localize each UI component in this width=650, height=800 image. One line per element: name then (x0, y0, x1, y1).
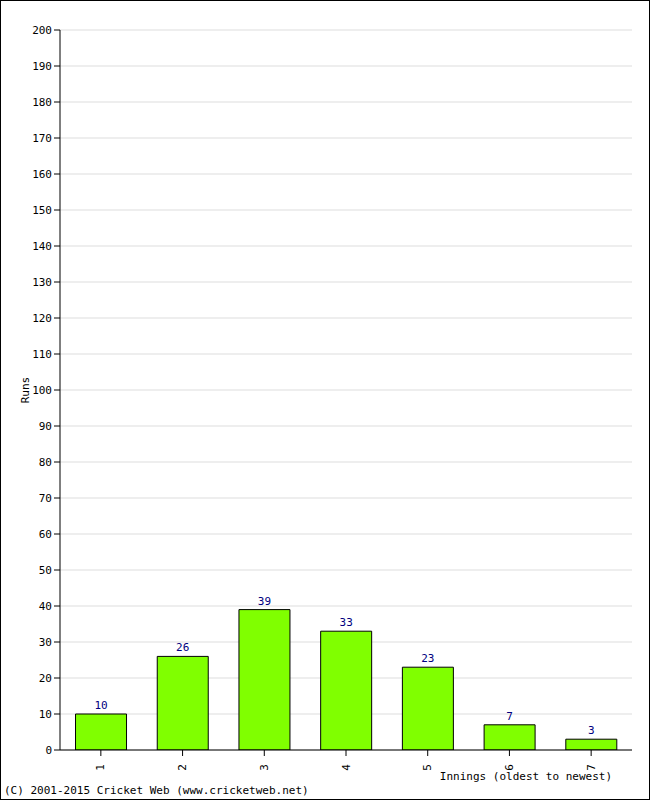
svg-text:130: 130 (32, 276, 52, 289)
svg-text:7: 7 (584, 764, 598, 771)
svg-text:2: 2 (176, 764, 189, 771)
svg-text:170: 170 (32, 132, 52, 145)
svg-text:110: 110 (32, 348, 52, 361)
svg-text:3: 3 (588, 724, 595, 737)
svg-text:100: 100 (32, 384, 52, 397)
svg-text:20: 20 (39, 672, 52, 685)
svg-text:80: 80 (39, 456, 52, 469)
svg-text:50: 50 (39, 564, 52, 577)
svg-text:30: 30 (39, 636, 52, 649)
svg-text:150: 150 (32, 204, 52, 217)
svg-text:180: 180 (32, 96, 52, 109)
svg-text:23: 23 (421, 652, 434, 665)
svg-text:39: 39 (258, 595, 271, 608)
svg-text:Innings (oldest to newest): Innings (oldest to newest) (440, 770, 612, 783)
svg-text:40: 40 (39, 600, 52, 613)
svg-text:10: 10 (94, 699, 107, 712)
svg-text:120: 120 (32, 312, 52, 325)
svg-text:160: 160 (32, 168, 52, 181)
svg-text:Runs: Runs (19, 377, 32, 404)
svg-text:140: 140 (32, 240, 52, 253)
svg-text:26: 26 (176, 641, 189, 654)
svg-text:7: 7 (506, 710, 513, 723)
svg-text:90: 90 (39, 420, 52, 433)
svg-text:5: 5 (421, 764, 434, 771)
svg-text:6: 6 (502, 764, 516, 771)
svg-text:200: 200 (32, 24, 52, 37)
svg-text:1: 1 (94, 764, 107, 771)
svg-text:60: 60 (39, 528, 52, 541)
svg-text:33: 33 (340, 616, 353, 629)
svg-text:70: 70 (39, 492, 52, 505)
svg-text:10: 10 (39, 708, 52, 721)
svg-text:4: 4 (340, 764, 353, 771)
svg-text:0: 0 (45, 744, 52, 757)
html-text:(C) 2001-2015 Cricket Web (www: (C) 2001-2015 Cricket Web (www.cricketwe… (4, 784, 309, 797)
svg-text:190: 190 (32, 60, 52, 73)
svg-text:3: 3 (258, 764, 271, 771)
